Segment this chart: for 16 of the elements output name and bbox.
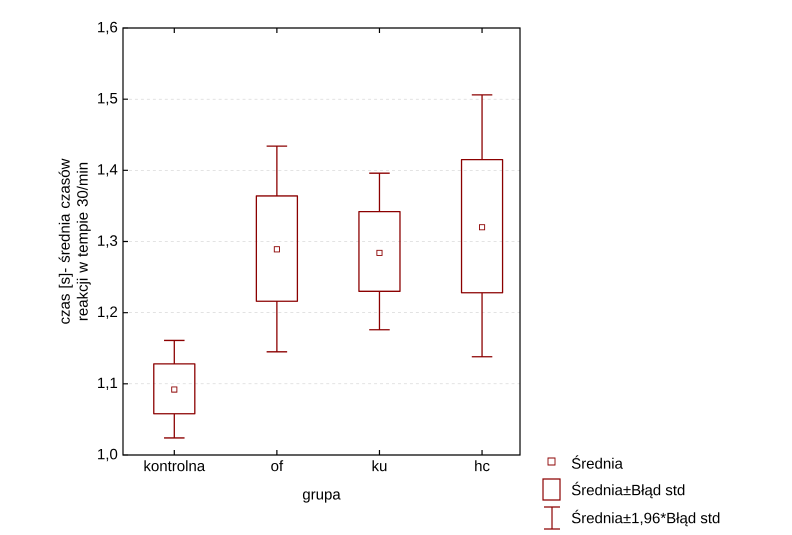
y-tick-label: 1,0 [98, 448, 118, 462]
text: Średnia±Błąd std [572, 482, 684, 498]
x-axis-title: grupa [302, 491, 341, 503]
y-axis-title: czas [s]- średnia czasów reakcji w tempie 30/min [58, 158, 91, 324]
y-tick-label: 1,4 [98, 164, 118, 176]
y-tick-label: 1,1 [98, 378, 118, 390]
text: Średnia±1,96*Błąd std [572, 510, 720, 526]
text: Średnia [572, 455, 623, 469]
x-tick-label: hc [475, 460, 490, 472]
y-tick-label: 1,2 [98, 306, 118, 319]
y-tick-label: 1,5 [98, 93, 118, 106]
x-tick-label: kontrolna [144, 460, 206, 472]
x-tick-label: ku [372, 460, 386, 472]
x-tick-label: of [271, 460, 284, 472]
y-tick-label: 1,6 [98, 22, 118, 34]
y-tick-label: 1,3 [98, 235, 118, 248]
